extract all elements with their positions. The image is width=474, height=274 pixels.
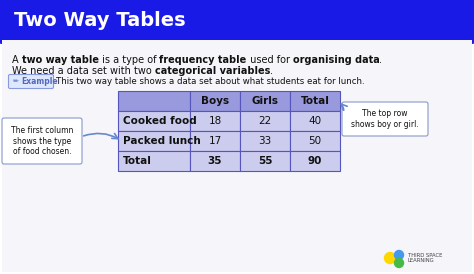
Text: Example: Example bbox=[21, 77, 58, 86]
Circle shape bbox=[384, 253, 395, 264]
Text: Packed lunch: Packed lunch bbox=[123, 136, 201, 146]
Text: Total: Total bbox=[301, 96, 329, 106]
FancyBboxPatch shape bbox=[290, 91, 340, 111]
Circle shape bbox=[394, 258, 403, 267]
FancyBboxPatch shape bbox=[290, 131, 340, 151]
FancyBboxPatch shape bbox=[240, 91, 290, 111]
Text: .: . bbox=[270, 66, 273, 76]
FancyBboxPatch shape bbox=[2, 40, 472, 272]
Text: is a type of: is a type of bbox=[99, 55, 159, 65]
FancyBboxPatch shape bbox=[0, 0, 474, 44]
FancyBboxPatch shape bbox=[190, 131, 240, 151]
Text: 55: 55 bbox=[258, 156, 272, 166]
Text: Cooked food: Cooked food bbox=[123, 116, 197, 126]
Text: The first column
shows the type
of food chosen.: The first column shows the type of food … bbox=[11, 126, 73, 156]
Text: 17: 17 bbox=[209, 136, 222, 146]
Text: We need a data set with two: We need a data set with two bbox=[12, 66, 155, 76]
FancyBboxPatch shape bbox=[240, 151, 290, 171]
FancyBboxPatch shape bbox=[190, 151, 240, 171]
Text: 35: 35 bbox=[208, 156, 222, 166]
Text: 22: 22 bbox=[258, 116, 272, 126]
FancyBboxPatch shape bbox=[190, 111, 240, 131]
Text: used for: used for bbox=[246, 55, 293, 65]
FancyBboxPatch shape bbox=[2, 118, 82, 164]
Text: The top row
shows boy or girl.: The top row shows boy or girl. bbox=[351, 109, 419, 129]
FancyBboxPatch shape bbox=[240, 111, 290, 131]
Text: 90: 90 bbox=[308, 156, 322, 166]
Text: 33: 33 bbox=[258, 136, 272, 146]
FancyBboxPatch shape bbox=[240, 131, 290, 151]
FancyBboxPatch shape bbox=[2, 25, 472, 40]
Text: Girls: Girls bbox=[252, 96, 279, 106]
Text: frequency table: frequency table bbox=[159, 55, 246, 65]
Text: .: . bbox=[380, 55, 383, 65]
Text: Boys: Boys bbox=[201, 96, 229, 106]
Text: two way table: two way table bbox=[22, 55, 99, 65]
FancyBboxPatch shape bbox=[118, 131, 190, 151]
FancyBboxPatch shape bbox=[118, 111, 190, 131]
FancyBboxPatch shape bbox=[290, 111, 340, 131]
Text: Total: Total bbox=[123, 156, 152, 166]
FancyBboxPatch shape bbox=[342, 102, 428, 136]
Text: categorical variables: categorical variables bbox=[155, 66, 270, 76]
Text: Two Way Tables: Two Way Tables bbox=[14, 12, 186, 30]
Text: A: A bbox=[12, 55, 22, 65]
Text: This two way table shows a data set about what students eat for lunch.: This two way table shows a data set abou… bbox=[56, 77, 365, 86]
Text: 40: 40 bbox=[309, 116, 321, 126]
FancyBboxPatch shape bbox=[190, 91, 240, 111]
Text: 18: 18 bbox=[209, 116, 222, 126]
FancyBboxPatch shape bbox=[118, 151, 190, 171]
Text: ✏: ✏ bbox=[13, 78, 19, 84]
Text: 50: 50 bbox=[309, 136, 321, 146]
Text: THIRD SPACE
LEARNING: THIRD SPACE LEARNING bbox=[408, 253, 442, 263]
Circle shape bbox=[394, 250, 403, 259]
Text: organising data: organising data bbox=[293, 55, 380, 65]
FancyBboxPatch shape bbox=[290, 151, 340, 171]
FancyBboxPatch shape bbox=[118, 91, 190, 111]
FancyBboxPatch shape bbox=[9, 75, 54, 89]
